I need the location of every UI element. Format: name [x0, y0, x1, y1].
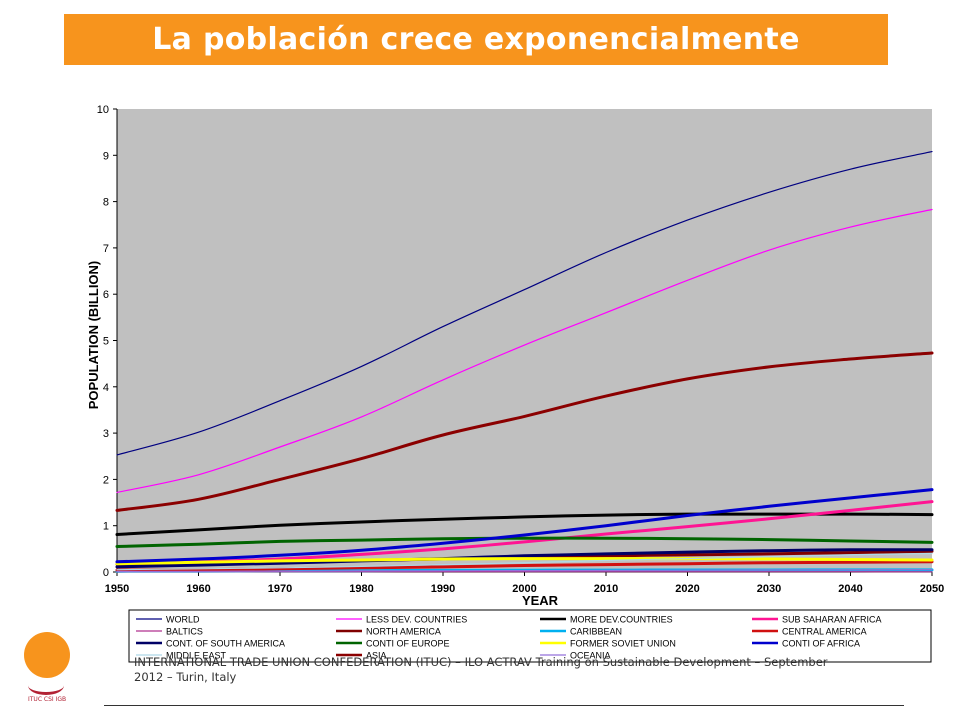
x-tick-label: 2000: [512, 583, 536, 595]
y-tick-label: 10: [97, 104, 109, 116]
slide-title: La población crece exponencialmente: [152, 22, 800, 57]
series-line-former-soviet-union: [115, 557, 934, 566]
x-tick-label: 2050: [920, 583, 944, 595]
series-line-middle-east: [116, 552, 933, 571]
series-line-world: [116, 151, 933, 456]
logo-text: ITUC CSI IGB: [28, 696, 67, 703]
y-tick-label: 4: [103, 382, 109, 394]
legend-box: [128, 609, 932, 663]
series-line-central-america: [115, 560, 934, 572]
legend: WORLD LESS DEV. COUNTRIES MORE DEV.COUNTRI…: [136, 615, 882, 661]
series-line-asia: [115, 351, 934, 512]
x-tick-label: 2020: [675, 583, 699, 595]
series-line-conti-of-europe: [115, 536, 934, 548]
y-tick-label: 6: [103, 289, 109, 301]
x-tick-label: 1950: [105, 583, 129, 595]
legend-label: OCEANIA: [570, 651, 611, 661]
series-line-conti-of-africa: [115, 488, 934, 564]
legend-label: SUB SAHARAN AFRICA: [782, 615, 882, 625]
y-tick-label: 5: [103, 336, 109, 348]
x-tick-label: 1960: [186, 583, 210, 595]
legend-label: CONTI OF AFRICA: [782, 639, 860, 649]
y-tick-label: 9: [103, 150, 109, 162]
series-line-oceania: [116, 569, 933, 572]
y-tick-label: 1: [103, 521, 109, 533]
series-line-more-dev-countries: [115, 512, 934, 536]
series-line-less-dev-countries: [116, 208, 933, 493]
legend-label: FORMER SOVIET UNION: [570, 639, 676, 649]
series-line-cont-of-south-america: [115, 548, 934, 569]
legend-label: WORLD: [166, 615, 200, 625]
x-tick-label: 2040: [838, 583, 862, 595]
y-tick-label: 3: [103, 428, 109, 440]
logo-circle-icon: [24, 632, 70, 678]
legend-label: CONT. OF SOUTH AMERICA: [166, 639, 285, 649]
x-axis-title: YEAR: [522, 593, 559, 608]
legend-label: MORE DEV.COUNTRIES: [570, 615, 673, 625]
x-tick-label: 1970: [268, 583, 292, 595]
x-tick-label: 1990: [431, 583, 455, 595]
legend-label: LESS DEV. COUNTRIES: [366, 615, 467, 625]
x-tick-label: 1980: [349, 583, 373, 595]
x-tick-label: 2010: [594, 583, 618, 595]
y-tick-label: 7: [103, 243, 109, 255]
series-lines: [115, 151, 934, 573]
y-axis-title: POPULATION (BILLION): [86, 261, 101, 410]
legend-label: CARIBBEAN: [570, 627, 622, 637]
legend-label: MIDDLE EAST: [166, 651, 227, 661]
legend-label: CENTRAL AMERICA: [782, 627, 867, 637]
x-tick-label: 2030: [757, 583, 781, 595]
plot-area: [117, 109, 932, 572]
legend-label: NORTH AMERICA: [366, 627, 441, 637]
legend-label: ASIA: [366, 651, 387, 661]
footer-caption: INTERNATIONAL TRADE UNION CONFEDERATION …: [134, 655, 828, 684]
y-tick-label: 0: [103, 567, 109, 579]
logo-swoosh-icon: [28, 676, 64, 695]
y-tick-label: 2: [103, 474, 109, 486]
legend-label: BALTICS: [166, 627, 203, 637]
y-axis: 0 1 2 3 4 5 6 7 8 9 10: [97, 104, 118, 579]
legend-label: CONTI OF EUROPE: [366, 639, 450, 649]
y-tick-label: 8: [103, 197, 109, 209]
footer-divider: [104, 705, 904, 706]
slide-title-bar: La población crece exponencialmente: [64, 14, 888, 65]
ituc-logo: ITUC CSI IGB: [22, 632, 74, 712]
